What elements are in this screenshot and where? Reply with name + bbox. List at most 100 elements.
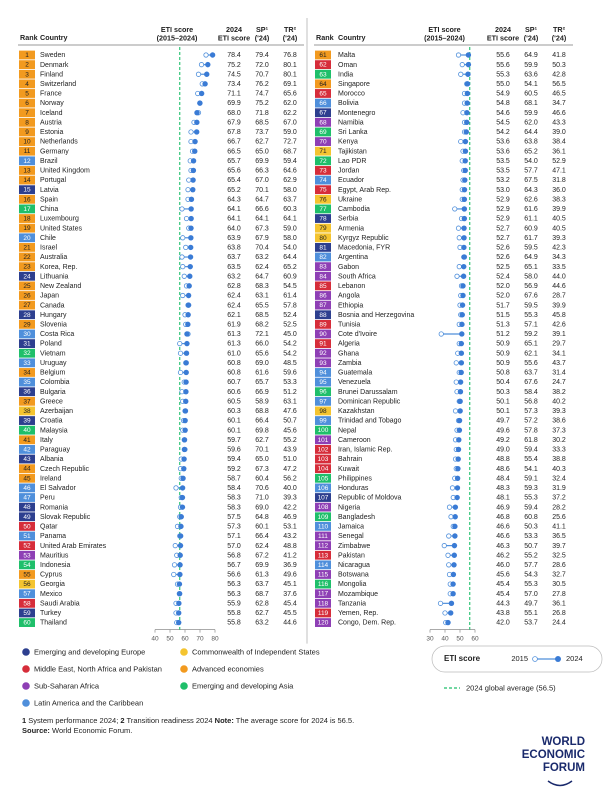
eti-2024: 49.7 bbox=[496, 418, 510, 425]
tr: 64.6 bbox=[283, 168, 297, 175]
country: Spain bbox=[40, 196, 58, 203]
sp: 59.4 bbox=[524, 447, 538, 454]
notes: 1 System performance 2024; 2 Transition … bbox=[22, 716, 482, 736]
sp: 67.0 bbox=[255, 177, 269, 184]
rank: 7 bbox=[25, 110, 29, 117]
dot-2024 bbox=[179, 504, 186, 510]
sp: 54.1 bbox=[524, 466, 538, 473]
rank: 22 bbox=[23, 254, 31, 261]
eti-2024: 60.6 bbox=[227, 389, 241, 396]
rank-box bbox=[315, 608, 331, 618]
rank: 76 bbox=[319, 196, 327, 203]
rank: 40 bbox=[23, 427, 31, 434]
country: Thailand bbox=[40, 620, 67, 627]
dot-2024 bbox=[451, 562, 457, 568]
sp: 62.4 bbox=[255, 264, 269, 271]
legend-title: ETI score bbox=[444, 654, 481, 663]
tr: 38.4 bbox=[552, 139, 566, 146]
rank: 3 bbox=[25, 71, 29, 78]
header: Country bbox=[40, 33, 68, 42]
sp: 57.7 bbox=[524, 562, 538, 569]
eti-2024: 50.9 bbox=[496, 350, 510, 357]
sp: 54.0 bbox=[524, 158, 538, 165]
country: South Africa bbox=[338, 273, 376, 280]
rank: 28 bbox=[23, 312, 31, 319]
dot-2024 bbox=[460, 292, 466, 299]
country: Tunisia bbox=[338, 322, 360, 329]
rank-box bbox=[315, 300, 331, 310]
sp: 66.4 bbox=[255, 418, 269, 425]
dot-2024 bbox=[458, 350, 465, 356]
sp: 73.7 bbox=[255, 129, 269, 136]
sp: 62.7 bbox=[255, 610, 269, 617]
country: Ireland bbox=[40, 475, 62, 482]
country: Sweden bbox=[40, 52, 65, 59]
country: Congo, Dem. Rep. bbox=[338, 620, 396, 627]
country: Poland bbox=[40, 341, 62, 348]
header: ('24) bbox=[283, 33, 298, 42]
tr: 38.3 bbox=[552, 196, 566, 203]
sp: 63.8 bbox=[524, 139, 538, 146]
sp: 65.5 bbox=[255, 302, 269, 309]
sp: 50.7 bbox=[524, 543, 538, 550]
rank-box bbox=[315, 493, 331, 502]
header: SP¹ bbox=[525, 25, 538, 34]
sp: 66.9 bbox=[255, 389, 269, 396]
sp: 68.3 bbox=[255, 283, 269, 290]
rank: 118 bbox=[318, 600, 329, 607]
rank: 51 bbox=[23, 533, 31, 540]
dot-2024 bbox=[455, 456, 461, 462]
sp: 55.3 bbox=[524, 581, 538, 588]
dot-2024 bbox=[182, 408, 189, 414]
eti-2024: 65.7 bbox=[227, 158, 241, 165]
country: Peru bbox=[40, 495, 55, 502]
eti-2024: 66.7 bbox=[227, 139, 241, 146]
rank-box bbox=[19, 60, 35, 70]
legend-box bbox=[431, 645, 603, 673]
tr: 32.5 bbox=[552, 552, 566, 559]
eti-2024: 60.5 bbox=[227, 398, 241, 405]
header: ETI score bbox=[428, 25, 460, 34]
tr: 32.7 bbox=[552, 572, 566, 579]
rank: 100 bbox=[318, 427, 329, 434]
dot-2024 bbox=[455, 446, 462, 453]
country: United Arab Emirates bbox=[40, 543, 107, 550]
country: Finland bbox=[40, 71, 63, 78]
eti-2024: 50.9 bbox=[496, 360, 510, 367]
dot-2024 bbox=[461, 254, 467, 260]
eti-2024: 56.8 bbox=[227, 552, 241, 559]
tr: 59.4 bbox=[283, 158, 297, 165]
country: Luxembourg bbox=[40, 216, 79, 223]
tr: 33.3 bbox=[552, 447, 566, 454]
dot-2024 bbox=[183, 398, 189, 405]
dot-2024 bbox=[450, 571, 457, 578]
dot-2024 bbox=[182, 427, 188, 433]
country: Ukraine bbox=[338, 196, 362, 203]
eti-2024: 62.8 bbox=[227, 283, 241, 290]
dot-2015 bbox=[179, 254, 185, 260]
sp: 57.8 bbox=[524, 427, 538, 434]
x-tick-label: 80 bbox=[211, 635, 219, 642]
eti-2024: 54.2 bbox=[496, 129, 510, 136]
sp: 69.9 bbox=[255, 562, 269, 569]
sp: 62.8 bbox=[255, 600, 269, 607]
tr: 65.2 bbox=[283, 264, 297, 271]
rank: 102 bbox=[318, 446, 329, 453]
footnote: 1 System performance 2024; 2 Transition … bbox=[22, 716, 482, 726]
country: Jamaica bbox=[338, 524, 364, 531]
rank: 59 bbox=[23, 610, 31, 617]
rank: 19 bbox=[23, 225, 31, 232]
eti-2024: 51.2 bbox=[496, 331, 510, 338]
sp: 65.1 bbox=[524, 264, 538, 271]
rank-box bbox=[19, 89, 35, 98]
sp: 67.2 bbox=[255, 552, 269, 559]
tr: 47.2 bbox=[283, 466, 297, 473]
tr: 43.3 bbox=[552, 119, 566, 126]
dot-2024 bbox=[458, 360, 465, 366]
sp: 63.6 bbox=[524, 71, 538, 78]
dot-2024 bbox=[448, 600, 455, 607]
country: Nicaragua bbox=[338, 562, 370, 569]
sp: 67.5 bbox=[524, 177, 538, 184]
dot-2024 bbox=[461, 263, 467, 270]
tr: 42.3 bbox=[552, 245, 566, 252]
